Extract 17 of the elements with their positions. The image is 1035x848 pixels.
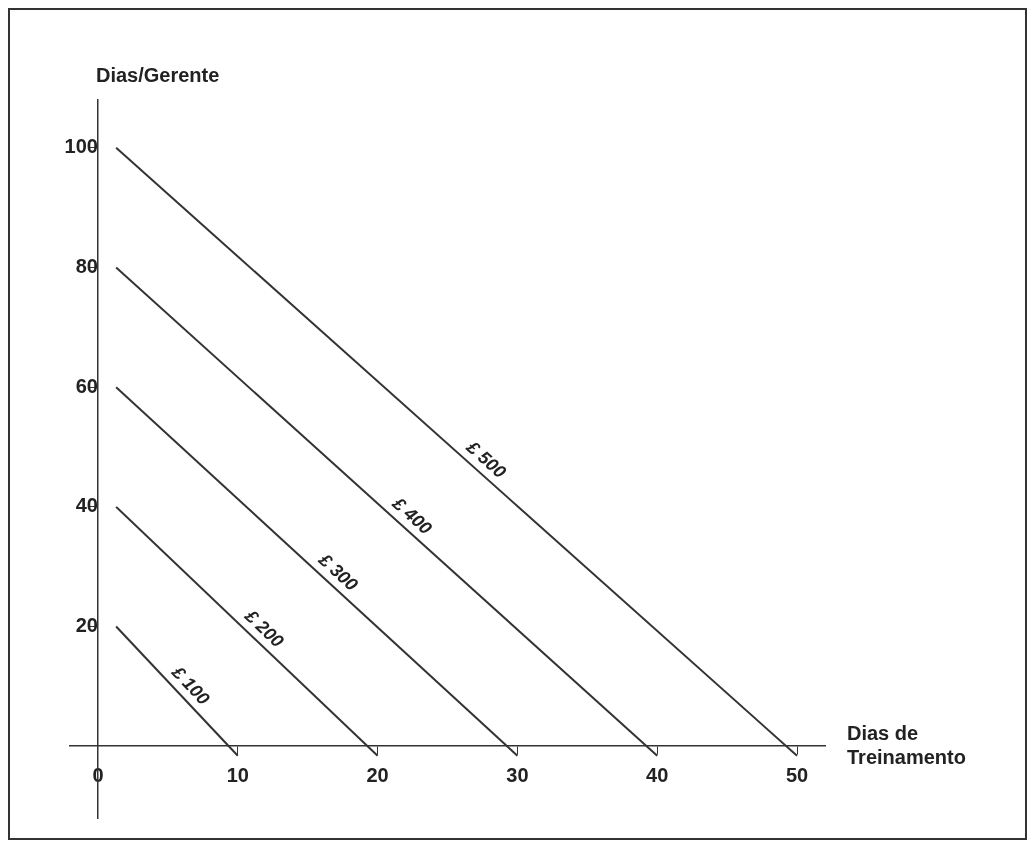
y-tick-label: 80 xyxy=(75,255,98,278)
x-tick-label: 10 xyxy=(226,763,249,786)
text: £ 100 xyxy=(167,661,214,709)
y-axis-title: Dias/Gerente xyxy=(95,63,220,86)
x-tick-label: 40 xyxy=(646,763,669,786)
y-tick-label: 40 xyxy=(75,494,98,517)
y-tick-label: 100 xyxy=(64,135,98,158)
text: £ 200 xyxy=(240,605,288,652)
x-tick-label: 50 xyxy=(785,763,809,786)
text: £ 500 xyxy=(462,436,510,483)
x-tick-label: 30 xyxy=(506,763,529,786)
x-axis-title: Dias de Treinamento xyxy=(847,721,966,768)
text: £ 300 xyxy=(314,548,362,595)
text: £ 400 xyxy=(388,492,436,539)
x-tick-label: 20 xyxy=(366,763,389,786)
y-tick-label: 60 xyxy=(75,374,98,397)
y-tick-label: 20 xyxy=(75,614,98,637)
